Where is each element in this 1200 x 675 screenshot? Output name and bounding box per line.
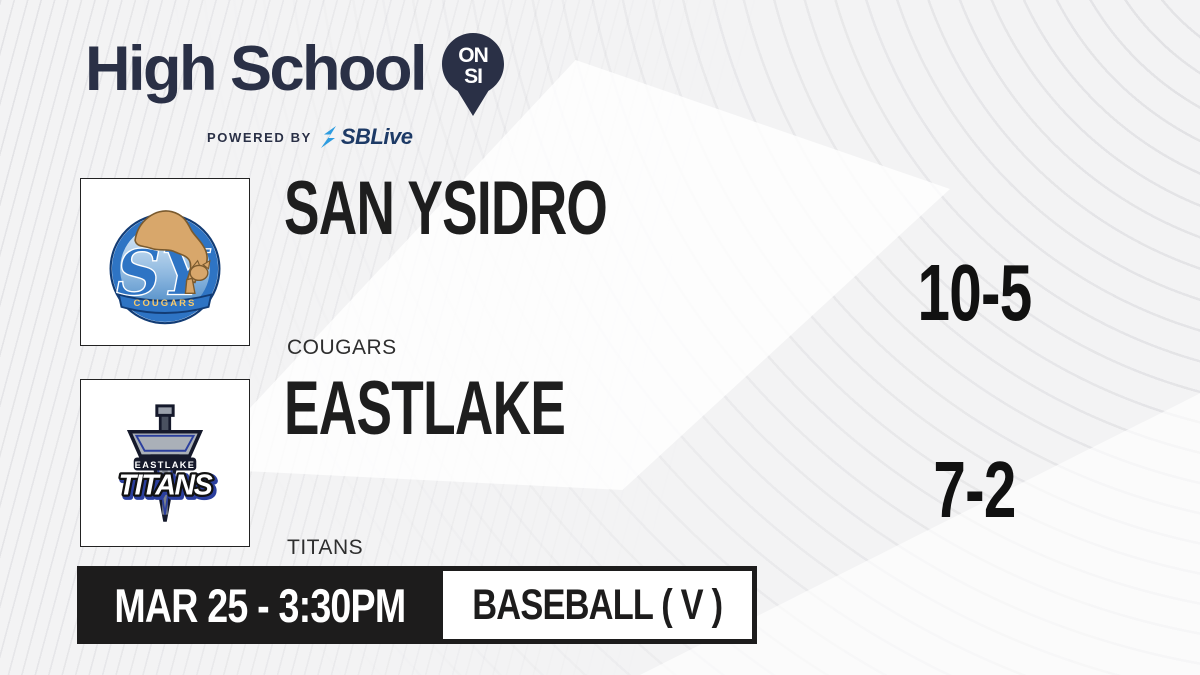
game-info-bar: MAR 25 - 3:30PM BASEBALL ( V )	[77, 566, 757, 644]
sword-handle	[158, 414, 172, 434]
location-pin-icon: ON SI	[441, 33, 504, 116]
powered-by-label: POWERED BY	[207, 129, 312, 145]
date-time-text: MAR 25 - 3:30PM	[114, 578, 407, 632]
team-name-eastlake: EASTLAKE	[284, 366, 566, 451]
brand-header: High School ON SI POWERED BY SBLive	[85, 33, 508, 150]
record-eastlake: 7-2	[933, 445, 1016, 534]
sport-badge: BASEBALL ( V )	[443, 566, 757, 644]
mascot-label-cougars: COUGARS	[287, 336, 397, 359]
cougars-banner-ribbon	[117, 293, 213, 314]
pin-on-text: ON	[458, 44, 488, 67]
eastlake-titans-logo: EASTLAKE TITANS TITANS	[116, 404, 220, 522]
date-time-badge: MAR 25 - 3:30PM	[77, 566, 443, 644]
lightning-s-icon	[320, 126, 336, 148]
mascot-label-titans: TITANS	[287, 536, 364, 559]
powered-by-row: POWERED BY SBLive	[207, 124, 508, 150]
team-name-san-ysidro: SAN YSIDRO	[284, 166, 608, 251]
eastlake-band	[133, 457, 197, 471]
eastlake-logo-box: EASTLAKE TITANS TITANS	[80, 379, 250, 547]
record-san-ysidro: 10-5	[917, 248, 1033, 337]
pin-si-text: SI	[464, 65, 482, 88]
san-ysidro-cougars-logo: SY COUGARS	[109, 210, 221, 325]
san-ysidro-logo-box: SY COUGARS	[80, 178, 250, 346]
brand-wordmark: High School	[85, 34, 427, 104]
sblive-logo: SBLive	[320, 124, 413, 150]
sport-text: BASEBALL ( V )	[472, 580, 724, 629]
sblive-wordmark: SBLive	[340, 124, 413, 149]
sword-pommel	[155, 404, 175, 417]
titans-wordmark-shadow: TITANS	[121, 471, 215, 503]
brand-row: High School ON SI	[85, 33, 508, 118]
eastlake-band-text: EASTLAKE	[135, 460, 196, 470]
titans-wordmark: TITANS	[119, 469, 213, 501]
cougars-banner-text: COUGARS	[134, 298, 197, 309]
